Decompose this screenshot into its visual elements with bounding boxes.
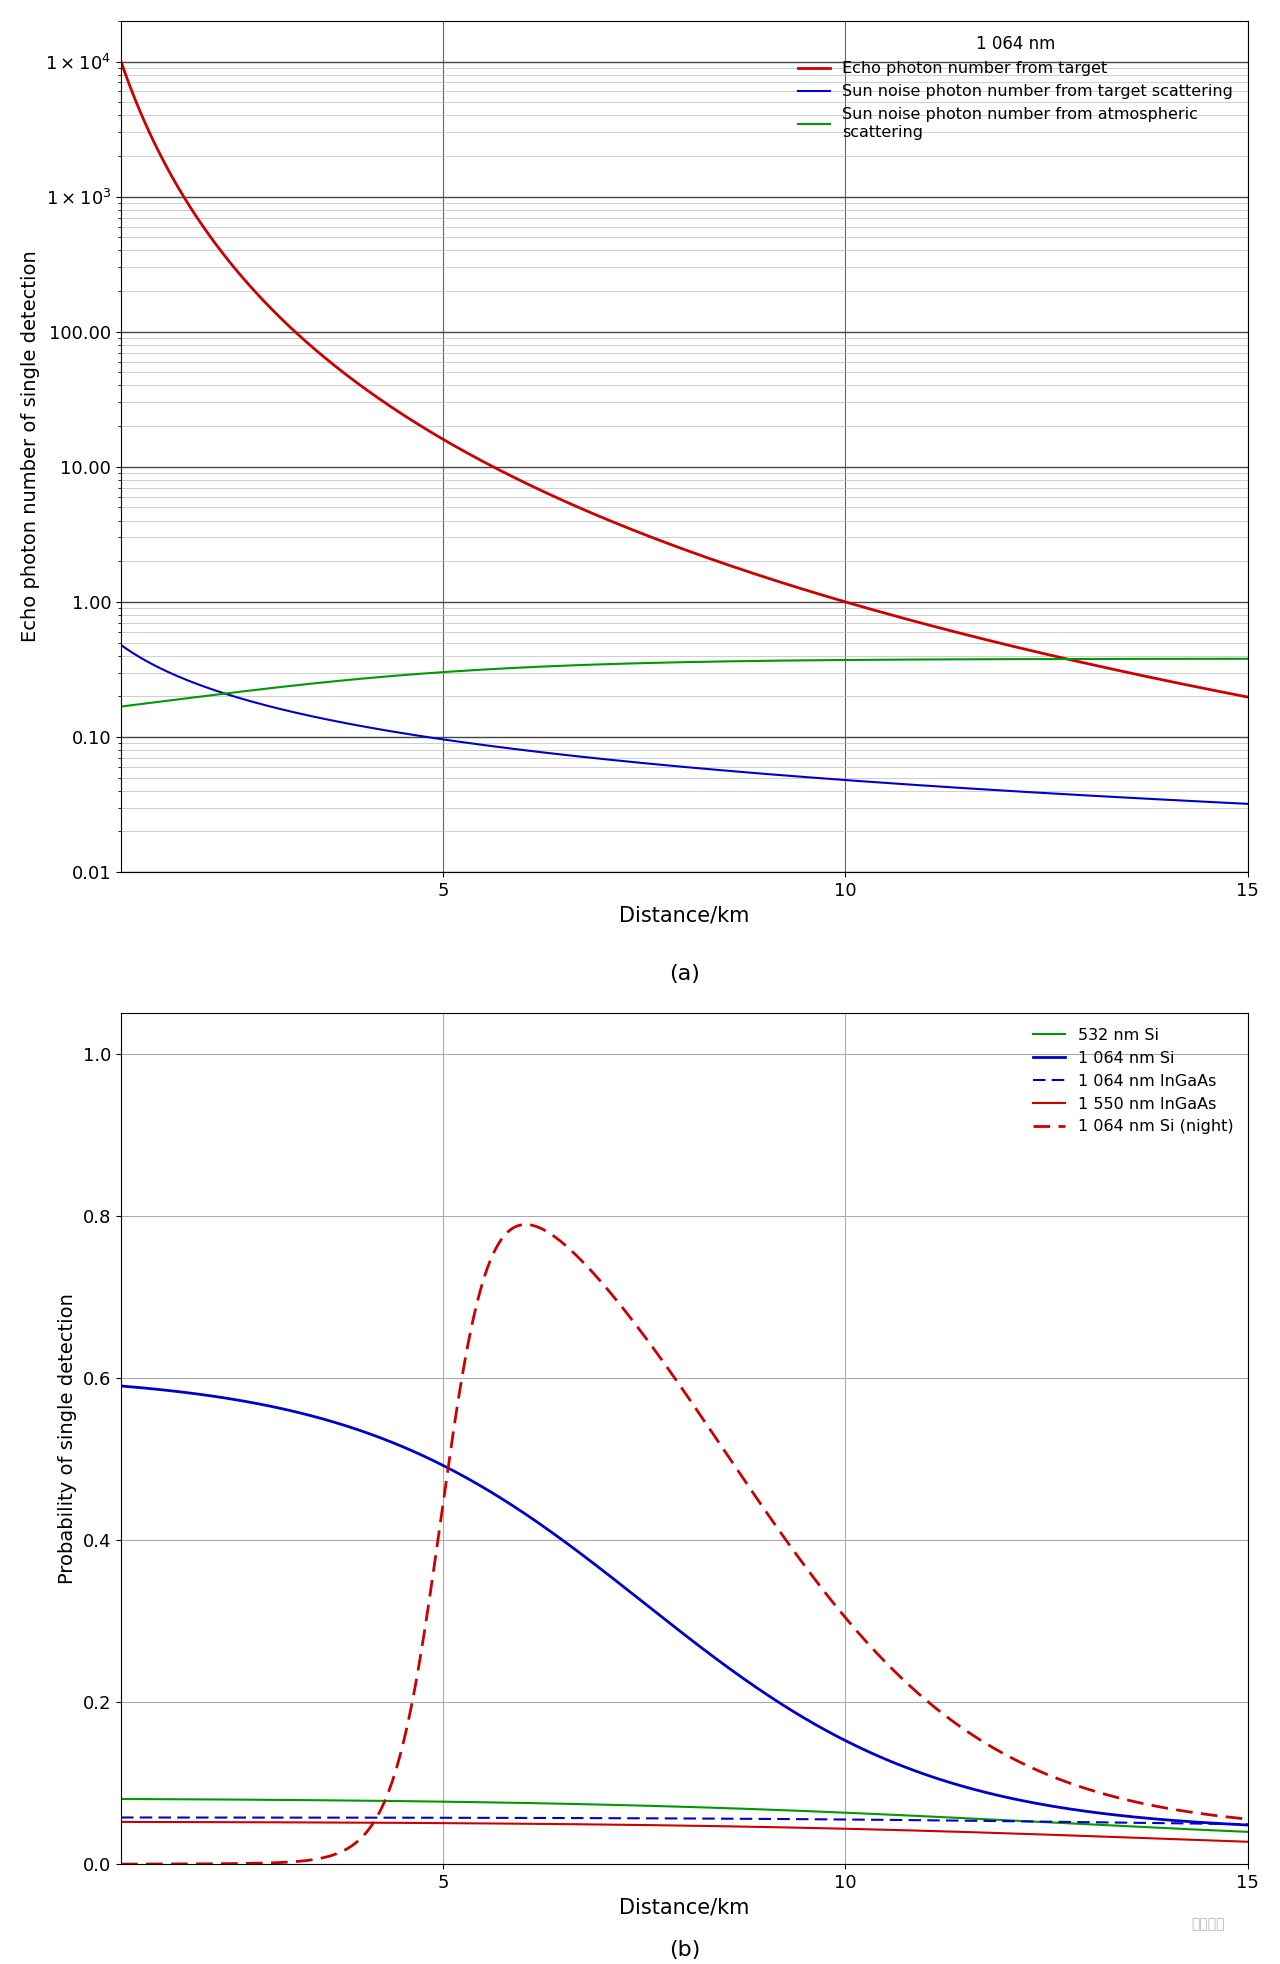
- X-axis label: Distance/km: Distance/km: [620, 1897, 750, 1917]
- Line: Sun noise photon number from target scattering: Sun noise photon number from target scat…: [122, 644, 1248, 803]
- 1 550 nm InGaAs: [662, 1813, 677, 1836]
- Sun noise photon number from target scattering: [1001, 780, 1016, 803]
- Legend: Echo photon number from target, Sun noise photon number from target scattering, : Echo photon number from target, Sun nois…: [791, 29, 1240, 145]
- 532 nm Si: [114, 1787, 129, 1811]
- Echo photon number from target: [662, 532, 677, 556]
- 532 nm Si: [662, 1795, 677, 1819]
- 1 064 nm Si (night): [1207, 1803, 1222, 1827]
- 1 064 nm InGaAs: [114, 1805, 129, 1828]
- 1 064 nm Si (night): [1208, 1803, 1224, 1827]
- 1 064 nm Si: [1001, 1785, 1016, 1809]
- Sun noise photon number from atmospheric
scattering: [1240, 646, 1256, 670]
- Text: 红外芯闻: 红外芯闻: [1192, 1917, 1225, 1931]
- 1 550 nm InGaAs: [1207, 1828, 1222, 1852]
- 1 064 nm Si: [662, 1610, 677, 1634]
- Echo photon number from target: [1240, 685, 1256, 709]
- Line: Echo photon number from target: Echo photon number from target: [122, 61, 1248, 697]
- 1 064 nm Si (night): [662, 1359, 677, 1383]
- Line: 1 064 nm InGaAs: 1 064 nm InGaAs: [122, 1817, 1248, 1825]
- Echo photon number from target: [1207, 680, 1222, 703]
- Sun noise photon number from target scattering: [1240, 791, 1256, 815]
- Sun noise photon number from atmospheric
scattering: [631, 652, 646, 676]
- 1 064 nm InGaAs: [1240, 1813, 1256, 1836]
- Echo photon number from target: [631, 520, 646, 544]
- 1 064 nm Si (night): [114, 1852, 129, 1876]
- Sun noise photon number from atmospheric
scattering: [1207, 646, 1222, 670]
- 1 064 nm Si: [114, 1375, 129, 1398]
- Text: (a): (a): [669, 964, 700, 984]
- Sun noise photon number from target scattering: [662, 754, 677, 778]
- 1 550 nm InGaAs: [1001, 1821, 1016, 1844]
- Sun noise photon number from target scattering: [631, 750, 646, 774]
- 1 550 nm InGaAs: [1240, 1830, 1256, 1854]
- Sun noise photon number from atmospheric
scattering: [170, 687, 186, 711]
- 1 550 nm InGaAs: [114, 1811, 129, 1834]
- 1 550 nm InGaAs: [1207, 1828, 1222, 1852]
- 1 550 nm InGaAs: [631, 1813, 646, 1836]
- Line: 532 nm Si: 532 nm Si: [122, 1799, 1248, 1832]
- 1 064 nm Si: [1207, 1811, 1222, 1834]
- Sun noise photon number from atmospheric
scattering: [1207, 646, 1222, 670]
- 1 550 nm InGaAs: [170, 1811, 186, 1834]
- 1 064 nm InGaAs: [170, 1805, 186, 1828]
- Sun noise photon number from target scattering: [1207, 790, 1222, 813]
- 532 nm Si: [1207, 1819, 1222, 1842]
- 1 064 nm Si (night): [632, 1318, 648, 1341]
- 1 064 nm Si: [1207, 1811, 1222, 1834]
- 532 nm Si: [1001, 1809, 1016, 1832]
- 1 064 nm Si (night): [518, 1212, 534, 1235]
- 1 064 nm InGaAs: [1207, 1813, 1222, 1836]
- Sun noise photon number from target scattering: [114, 632, 129, 656]
- 1 064 nm Si (night): [1001, 1744, 1016, 1768]
- 1 064 nm InGaAs: [631, 1807, 646, 1830]
- 532 nm Si: [1240, 1821, 1256, 1844]
- Line: 1 064 nm Si: 1 064 nm Si: [122, 1387, 1248, 1825]
- 1 064 nm Si (night): [170, 1852, 186, 1876]
- 1 064 nm Si: [170, 1381, 186, 1404]
- 532 nm Si: [170, 1787, 186, 1811]
- Sun noise photon number from target scattering: [1207, 790, 1222, 813]
- 1 064 nm Si: [631, 1587, 646, 1610]
- Line: Sun noise photon number from atmospheric
scattering: Sun noise photon number from atmospheric…: [122, 658, 1248, 707]
- Sun noise photon number from atmospheric
scattering: [1001, 648, 1016, 672]
- Sun noise photon number from atmospheric
scattering: [114, 695, 129, 719]
- 1 064 nm InGaAs: [1001, 1809, 1016, 1832]
- Sun noise photon number from atmospheric
scattering: [662, 650, 677, 674]
- 1 064 nm Si: [1240, 1813, 1256, 1836]
- X-axis label: Distance/km: Distance/km: [620, 905, 750, 925]
- Echo photon number from target: [114, 49, 129, 73]
- Echo photon number from target: [1207, 680, 1222, 703]
- Text: (b): (b): [668, 1940, 700, 1960]
- 532 nm Si: [1207, 1819, 1222, 1842]
- Line: 1 064 nm Si (night): 1 064 nm Si (night): [122, 1224, 1248, 1864]
- 532 nm Si: [631, 1793, 646, 1817]
- Legend: 532 nm Si, 1 064 nm Si, 1 064 nm InGaAs, 1 550 nm InGaAs, 1 064 nm Si (night): 532 nm Si, 1 064 nm Si, 1 064 nm InGaAs,…: [1027, 1021, 1240, 1141]
- 1 064 nm InGaAs: [662, 1807, 677, 1830]
- Echo photon number from target: [1001, 632, 1016, 656]
- Echo photon number from target: [170, 177, 186, 200]
- 1 064 nm Si (night): [1240, 1807, 1256, 1830]
- Line: 1 550 nm InGaAs: 1 550 nm InGaAs: [122, 1823, 1248, 1842]
- 1 064 nm InGaAs: [1207, 1813, 1222, 1836]
- Sun noise photon number from target scattering: [170, 664, 186, 687]
- Y-axis label: Probability of single detection: Probability of single detection: [58, 1294, 77, 1585]
- Y-axis label: Echo photon number of single detection: Echo photon number of single detection: [20, 251, 40, 642]
